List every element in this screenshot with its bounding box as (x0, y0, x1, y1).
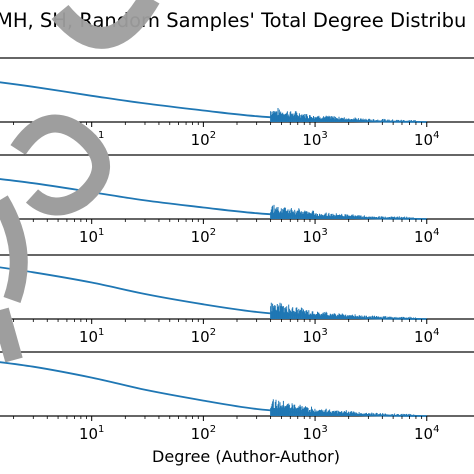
x-tick-label: 104 (414, 424, 439, 443)
x-tick-label: 101 (79, 327, 104, 346)
series-noise (270, 399, 416, 416)
series-noise (270, 108, 416, 122)
axes-frame (0, 57, 474, 123)
x-tick-label: 101 (79, 130, 104, 149)
subplot-3: 101 102 103 104 (0, 254, 474, 346)
series-noise (270, 204, 416, 219)
x-axis-label: Degree (Author-Author) (152, 447, 340, 466)
x-tick-label: 102 (191, 130, 216, 149)
series-line (0, 266, 427, 320)
x-tick-label: 103 (302, 327, 327, 346)
x-tick-label: 102 (191, 327, 216, 346)
x-tick-label: 104 (414, 130, 439, 149)
series-line (0, 81, 427, 123)
chart-title: MH, SH, Random Samples' Total Degree Dis… (0, 9, 466, 32)
x-tick-label: 103 (302, 424, 327, 443)
series-line (0, 178, 427, 220)
x-tick-label: 101 (79, 227, 104, 246)
series-noise (270, 302, 416, 319)
x-tick-label: 104 (414, 227, 439, 246)
x-tick-label: 104 (414, 327, 439, 346)
x-tick-label: 102 (191, 227, 216, 246)
x-tick-label: 103 (302, 130, 327, 149)
x-tick-label: 101 (79, 424, 104, 443)
x-tick-label: 102 (191, 424, 216, 443)
subplot-4: 101 102 103 104 (0, 351, 474, 443)
x-tick-label: 103 (302, 227, 327, 246)
series-line (0, 361, 427, 417)
axes-frame (0, 154, 474, 220)
subplot-1: 101 102 103 104 (0, 57, 474, 149)
subplot-2: 101 102 103 104 (0, 154, 474, 246)
